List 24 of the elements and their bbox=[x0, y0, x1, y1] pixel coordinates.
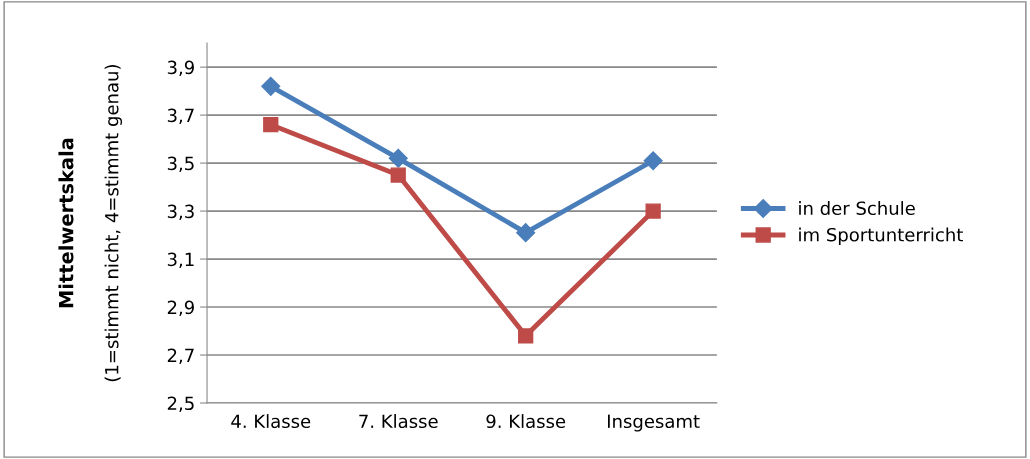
legend-label: in der Schule bbox=[799, 201, 915, 216]
y-tick-label: 3,3 bbox=[167, 204, 194, 221]
point bbox=[643, 151, 663, 171]
point bbox=[263, 117, 279, 133]
x-tick-label: 7. Klasse bbox=[359, 414, 438, 429]
legend-label: im Sportunterricht bbox=[799, 227, 963, 246]
y-tick-label: 3,7 bbox=[167, 108, 194, 125]
point bbox=[516, 223, 536, 243]
point bbox=[518, 328, 534, 344]
y-tick-label: 3,9 bbox=[167, 60, 194, 77]
y-tick-label: 2,5 bbox=[167, 396, 194, 412]
y-tick-label: 2,9 bbox=[167, 300, 194, 316]
point bbox=[261, 76, 281, 96]
x-tick-label: Insgesamt bbox=[607, 414, 700, 432]
y-tick-label: 2,7 bbox=[167, 348, 194, 364]
y-axis-title: Mittelwertskala bbox=[58, 138, 74, 308]
x-tick-label: 4. Klasse bbox=[231, 414, 311, 429]
y-tick-label: 3,5 bbox=[167, 156, 194, 173]
text: (1=stimmt nicht, 4=stimmt genau) bbox=[104, 65, 123, 382]
x-tick-label: 9. Klasse bbox=[486, 414, 566, 429]
point bbox=[645, 203, 661, 219]
point bbox=[390, 167, 406, 183]
point bbox=[388, 148, 408, 168]
y-tick-label: 3,1 bbox=[167, 252, 194, 269]
